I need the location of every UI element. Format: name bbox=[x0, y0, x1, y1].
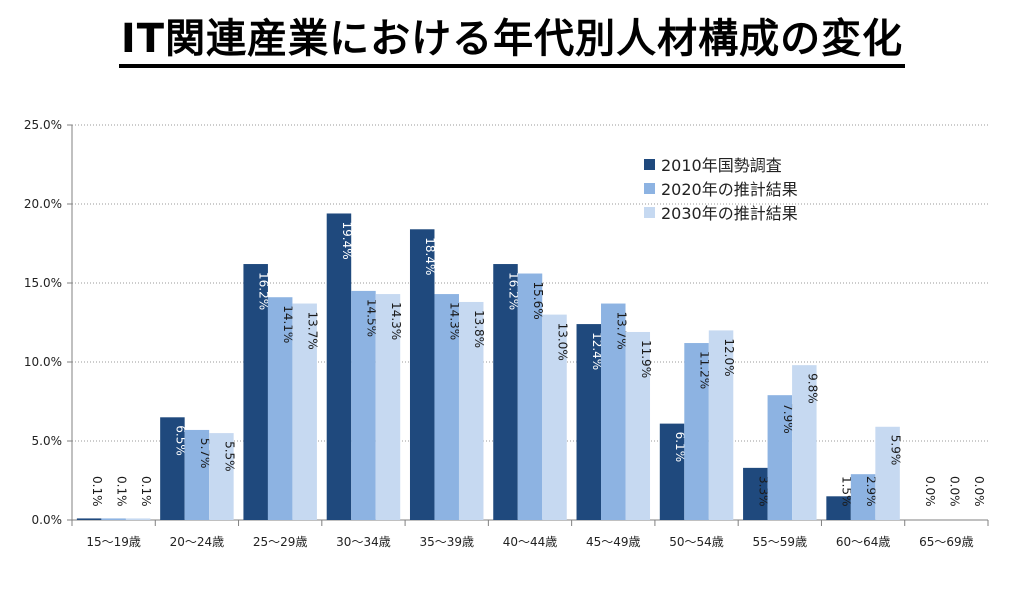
legend-item-2010: 2010年国勢調査 bbox=[644, 152, 798, 176]
y-tick-label: 25.0% bbox=[24, 118, 62, 132]
x-tick-label: 65～69歳 bbox=[919, 535, 974, 549]
data-label: 12.4% bbox=[590, 332, 604, 370]
data-label: 0.1% bbox=[90, 476, 104, 507]
data-label: 15.6% bbox=[531, 282, 545, 320]
data-label: 11.2% bbox=[698, 351, 712, 389]
bar bbox=[850, 474, 876, 520]
y-tick-label: 0.0% bbox=[32, 513, 63, 527]
x-tick-label: 60～64歳 bbox=[836, 535, 891, 549]
data-label: 12.0% bbox=[722, 338, 736, 376]
bar bbox=[767, 395, 793, 520]
data-label: 5.5% bbox=[222, 441, 236, 472]
chart-legend: 2010年国勢調査 2020年の推計結果 2030年の推計結果 bbox=[644, 152, 798, 224]
data-label: 0.0% bbox=[923, 476, 937, 507]
bar bbox=[184, 429, 210, 520]
data-label: 5.9% bbox=[889, 435, 903, 466]
legend-item-2020: 2020年の推計結果 bbox=[644, 176, 798, 200]
y-tick-label: 15.0% bbox=[24, 276, 62, 290]
data-label: 3.3% bbox=[756, 476, 770, 507]
x-tick-label: 35～39歳 bbox=[419, 535, 474, 549]
x-tick-label: 30～34歳 bbox=[336, 535, 391, 549]
data-label: 16.2% bbox=[257, 272, 271, 310]
data-label: 14.3% bbox=[389, 302, 403, 340]
y-tick-label: 10.0% bbox=[24, 355, 62, 369]
bar bbox=[409, 229, 435, 520]
data-label: 16.2% bbox=[507, 272, 521, 310]
bar bbox=[160, 417, 185, 520]
bar bbox=[576, 324, 602, 520]
bar bbox=[351, 290, 376, 520]
bar bbox=[243, 264, 268, 520]
chart-title: IT関連産業における年代別人材構成の変化 bbox=[0, 6, 1024, 68]
bar bbox=[76, 518, 102, 520]
data-label: 13.8% bbox=[472, 310, 486, 348]
data-label: 19.4% bbox=[340, 221, 354, 259]
legend-item-2030: 2030年の推計結果 bbox=[644, 200, 798, 224]
x-tick-label: 40～44歳 bbox=[503, 535, 558, 549]
legend-label-2030: 2030年の推計結果 bbox=[661, 204, 798, 223]
data-label: 6.5% bbox=[173, 425, 187, 456]
bar bbox=[659, 423, 685, 520]
data-label: 0.0% bbox=[947, 476, 961, 507]
bar bbox=[375, 294, 401, 520]
y-tick-label: 5.0% bbox=[32, 434, 63, 448]
bar bbox=[826, 496, 851, 520]
data-label: 9.8% bbox=[805, 373, 819, 404]
bar bbox=[292, 303, 317, 520]
bar bbox=[792, 365, 817, 520]
bar bbox=[434, 294, 459, 520]
bar bbox=[875, 426, 900, 520]
bar bbox=[601, 303, 626, 520]
bar bbox=[326, 213, 352, 521]
data-label: 18.4% bbox=[423, 237, 437, 275]
x-tick-label: 50～54歳 bbox=[669, 535, 724, 549]
x-tick-label: 15～19歳 bbox=[86, 535, 141, 549]
data-label: 1.5% bbox=[840, 476, 854, 507]
data-label: 14.3% bbox=[448, 302, 462, 340]
bar bbox=[708, 330, 734, 520]
data-label: 5.7% bbox=[198, 438, 212, 469]
data-label: 14.5% bbox=[364, 299, 378, 337]
x-tick-label: 25～29歳 bbox=[253, 535, 308, 549]
data-label: 14.1% bbox=[281, 305, 295, 343]
bar bbox=[517, 273, 543, 520]
legend-label-2010: 2010年国勢調査 bbox=[661, 156, 782, 175]
data-label: 13.7% bbox=[306, 312, 320, 350]
data-label: 7.9% bbox=[781, 403, 795, 434]
y-tick-label: 20.0% bbox=[24, 197, 62, 211]
bar bbox=[684, 343, 709, 520]
x-tick-label: 45～49歳 bbox=[586, 535, 641, 549]
data-label: 6.1% bbox=[673, 432, 687, 463]
data-label: 11.9% bbox=[639, 340, 653, 378]
x-tick-label: 55～59歳 bbox=[753, 535, 808, 549]
bar bbox=[743, 467, 768, 520]
legend-swatch-2030 bbox=[644, 206, 655, 218]
data-label: 0.1% bbox=[115, 476, 129, 507]
bar bbox=[125, 518, 151, 520]
chart-title-text: IT関連産業における年代別人材構成の変化 bbox=[118, 16, 906, 68]
legend-swatch-2010 bbox=[644, 158, 655, 170]
data-label: 13.7% bbox=[614, 312, 628, 350]
bar bbox=[458, 301, 484, 520]
data-label: 0.0% bbox=[972, 476, 986, 507]
bar bbox=[542, 314, 567, 520]
data-label: 13.0% bbox=[556, 323, 570, 361]
x-tick-label: 20～24歳 bbox=[170, 535, 225, 549]
legend-swatch-2020 bbox=[644, 182, 655, 194]
bar bbox=[101, 518, 126, 520]
data-label: 0.1% bbox=[139, 476, 153, 507]
bar bbox=[209, 433, 234, 520]
bar bbox=[493, 264, 518, 520]
legend-label-2020: 2020年の推計結果 bbox=[661, 180, 798, 199]
bar bbox=[267, 297, 293, 520]
bar bbox=[625, 331, 651, 520]
data-label: 2.9% bbox=[864, 476, 878, 507]
